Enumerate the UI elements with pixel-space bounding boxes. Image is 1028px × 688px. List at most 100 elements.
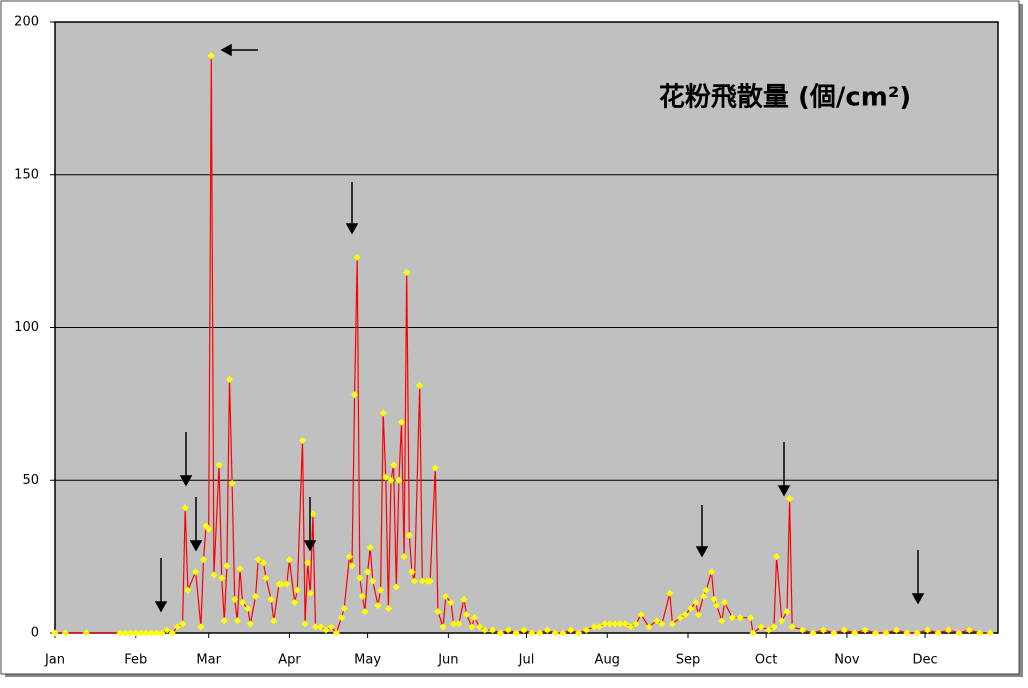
data-point — [747, 614, 755, 622]
data-point — [400, 553, 408, 561]
data-point — [309, 510, 317, 518]
arrow-head — [303, 540, 317, 552]
data-point — [718, 617, 726, 625]
arrow-head — [179, 475, 193, 487]
data-point — [481, 626, 489, 634]
y-tick-label: 0 — [31, 626, 39, 641]
data-point — [197, 623, 205, 631]
data-point — [450, 620, 458, 628]
data-point — [840, 626, 848, 634]
data-point — [298, 437, 306, 445]
x-tick-label: May — [354, 653, 381, 668]
data-point — [819, 626, 827, 634]
data-point — [616, 620, 624, 628]
data-point — [340, 605, 348, 613]
data-point — [390, 461, 398, 469]
data-point — [694, 611, 702, 619]
data-point — [322, 626, 330, 634]
data-point — [168, 629, 176, 637]
data-point — [621, 620, 629, 628]
data-point — [882, 629, 890, 637]
arrows — [154, 43, 925, 613]
data-point — [757, 623, 765, 631]
data-point — [606, 620, 614, 628]
data-point — [51, 629, 59, 637]
data-point — [442, 592, 450, 600]
data-point — [223, 562, 231, 570]
data-point — [387, 476, 395, 484]
data-point — [338, 614, 346, 622]
data-point — [262, 574, 270, 582]
data-point — [384, 605, 392, 613]
x-tick-label: Sep — [676, 653, 701, 668]
data-point — [476, 623, 484, 631]
data-point — [872, 629, 880, 637]
data-point — [127, 629, 135, 637]
data-point — [786, 495, 794, 503]
data-point — [463, 611, 471, 619]
arrow-head — [345, 223, 359, 235]
data-point — [434, 608, 442, 616]
data-point — [361, 608, 369, 616]
data-point — [408, 568, 416, 576]
data-point — [773, 553, 781, 561]
data-point — [163, 626, 171, 634]
data-point — [210, 571, 218, 579]
data-point — [426, 577, 434, 585]
data-point — [668, 620, 676, 628]
data-point — [809, 629, 817, 637]
data-point — [986, 629, 994, 637]
data-point — [460, 595, 468, 603]
data-point — [416, 382, 424, 390]
data-point — [278, 580, 286, 588]
data-point — [710, 595, 718, 603]
data-point — [799, 626, 807, 634]
data-point — [192, 568, 200, 576]
data-point — [317, 623, 325, 631]
x-tick-label: Nov — [834, 653, 860, 668]
data-point — [627, 623, 635, 631]
arrow-head — [220, 43, 232, 57]
data-point — [645, 623, 653, 631]
data-point — [304, 559, 312, 567]
data-point — [231, 595, 239, 603]
data-point — [976, 629, 984, 637]
data-point — [653, 617, 661, 625]
arrow-head — [189, 540, 203, 552]
data-point — [395, 476, 403, 484]
y-tick-label: 200 — [14, 15, 39, 30]
data-point — [61, 629, 69, 637]
data-point — [965, 626, 973, 634]
data-point — [778, 617, 786, 625]
data-point — [861, 626, 869, 634]
data-point — [181, 504, 189, 512]
data-point — [233, 617, 241, 625]
data-point — [700, 592, 708, 600]
data-point — [632, 620, 640, 628]
data-point — [267, 595, 275, 603]
data-point — [536, 629, 544, 637]
data-point — [358, 592, 366, 600]
data-point — [173, 623, 181, 631]
data-point — [270, 617, 278, 625]
data-point — [934, 629, 942, 637]
data-point — [496, 629, 504, 637]
data-point — [468, 623, 476, 631]
data-point — [590, 623, 598, 631]
data-point — [184, 586, 192, 594]
data-point — [601, 620, 609, 628]
data-point — [447, 598, 455, 606]
data-point — [520, 626, 528, 634]
data-point — [364, 568, 372, 576]
data-point — [116, 629, 124, 637]
data-point — [353, 253, 361, 261]
data-point — [913, 629, 921, 637]
data-point — [676, 614, 684, 622]
data-point — [512, 629, 520, 637]
data-point — [377, 586, 385, 594]
data-point — [348, 562, 356, 570]
data-point — [924, 626, 932, 634]
data-point — [351, 391, 359, 399]
data-point — [770, 623, 778, 631]
